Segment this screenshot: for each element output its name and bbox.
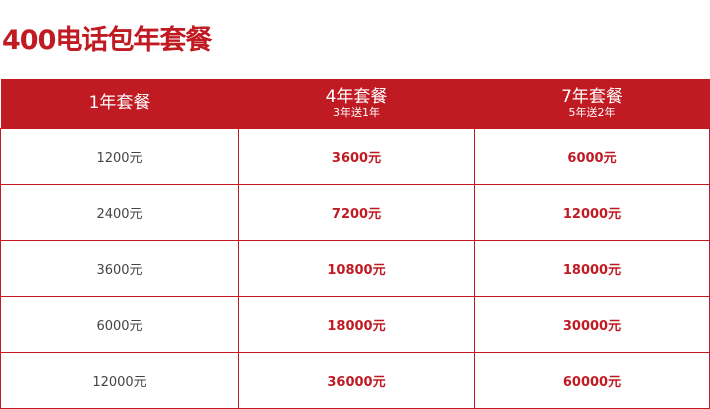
table-row: 1200元 3600元 6000元 — [0, 128, 710, 185]
price-cell: 3600元 — [0, 240, 239, 297]
price-cell: 3600元 — [238, 128, 475, 185]
header-sub: 5年送2年 — [568, 105, 616, 119]
header-label: 1年套餐 — [88, 93, 151, 114]
header-1-year: 1年套餐 — [0, 79, 239, 129]
price-cell: 12000元 — [474, 184, 710, 241]
header-sub: 3年送1年 — [333, 105, 380, 119]
page-title: 400电话包年套餐 — [2, 25, 212, 56]
table-header: 1年套餐 4年套餐 3年送1年 7年套餐 5年送2年 — [0, 79, 710, 129]
header-7-year: 7年套餐 5年送2年 — [474, 79, 710, 129]
price-cell: 12000元 — [0, 352, 239, 409]
table-row: 3600元 10800元 18000元 — [0, 240, 710, 297]
price-cell: 10800元 — [238, 240, 475, 297]
table-row: 12000元 36000元 60000元 — [0, 352, 710, 409]
price-cell: 36000元 — [238, 352, 475, 409]
header-4-year: 4年套餐 3年送1年 — [238, 79, 475, 129]
price-cell: 1200元 — [0, 128, 239, 185]
price-cell: 6000元 — [0, 296, 239, 353]
price-cell: 6000元 — [474, 128, 710, 185]
table-row: 2400元 7200元 12000元 — [0, 184, 710, 241]
price-cell: 2400元 — [0, 184, 239, 241]
price-cell: 60000元 — [474, 352, 710, 409]
price-cell: 18000元 — [474, 240, 710, 297]
pricing-table: 1年套餐 4年套餐 3年送1年 7年套餐 5年送2年 1200元 3600元 6000元… — [0, 79, 710, 409]
price-cell: 7200元 — [238, 184, 475, 241]
table-row: 6000元 18000元 30000元 — [0, 296, 710, 353]
price-cell: 18000元 — [238, 296, 475, 353]
header-label: 7年套餐 — [561, 87, 623, 108]
price-cell: 30000元 — [474, 296, 710, 353]
header-label: 4年套餐 — [325, 87, 388, 108]
